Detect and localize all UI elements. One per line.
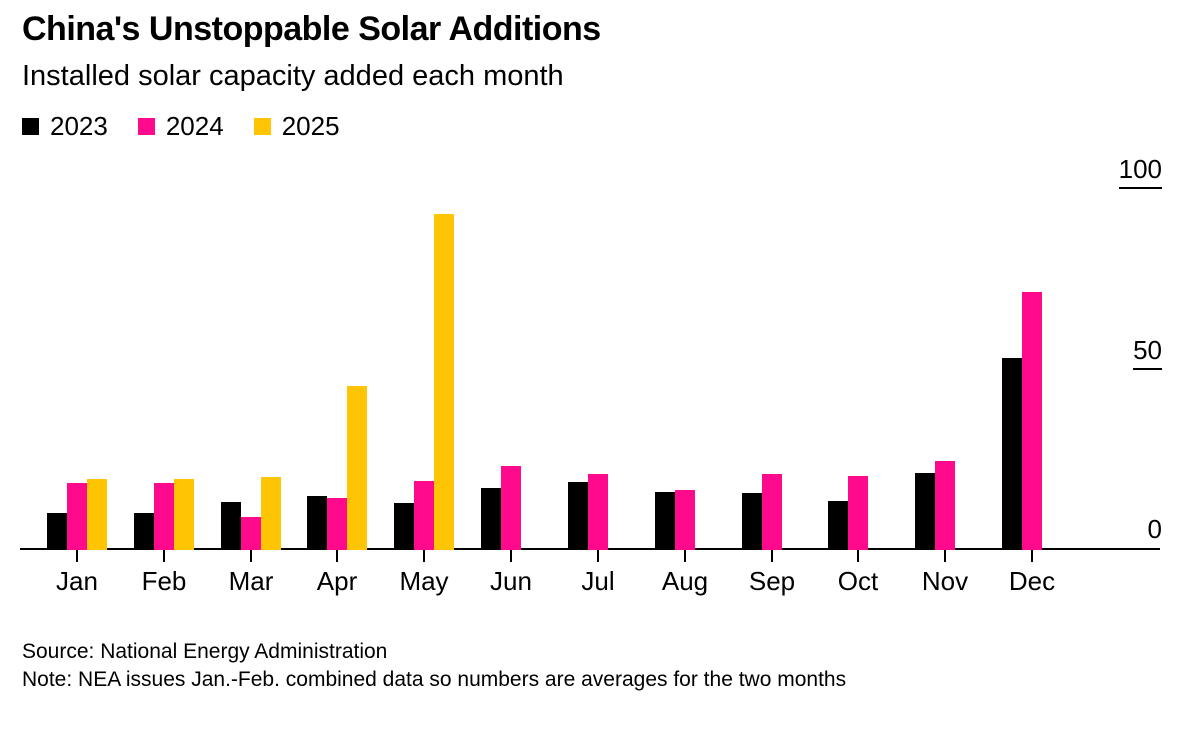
x-label-feb: Feb [141, 566, 187, 596]
bar-2025-mar [261, 477, 281, 550]
bar-2024-aug [675, 490, 695, 550]
legend-item-2025: 2025 [253, 111, 340, 142]
x-tick-nov [944, 550, 946, 562]
legend-swatch-2024 [137, 118, 155, 135]
x-tick-jul [597, 550, 599, 562]
bar-2025-jan [87, 479, 107, 550]
y-axis-tick-100: 100 [1118, 156, 1162, 189]
y-axis-label-50: 50 [1133, 337, 1162, 370]
chart-legend: 2023 2024 2025 [22, 111, 340, 142]
x-label-jul: Jul [581, 566, 615, 596]
bar-2023-sep [742, 493, 762, 550]
legend-swatch-2025 [253, 118, 271, 135]
bar-2023-may [394, 503, 414, 550]
chart-title: China's Unstoppable Solar Additions [22, 10, 601, 48]
x-tick-feb [163, 550, 165, 562]
x-tick-apr [336, 550, 338, 562]
legend-label-2024: 2024 [165, 111, 224, 141]
source-text: Source: National Energy Administration [22, 640, 388, 663]
bar-2023-nov [915, 473, 935, 550]
x-tick-aug [684, 550, 686, 562]
note-text: Note: NEA issues Jan.-Feb. combined data… [22, 668, 847, 691]
bar-2023-aug [655, 492, 675, 550]
bar-2025-apr [347, 386, 367, 550]
bar-2023-jul [568, 482, 588, 550]
x-label-apr: Apr [316, 566, 358, 596]
y-axis-label-100: 100 [1118, 156, 1162, 189]
bar-2024-may [414, 481, 434, 550]
bar-2024-oct [848, 476, 868, 550]
legend-label-2025: 2025 [281, 111, 340, 141]
x-tick-may [423, 550, 425, 562]
bar-2024-jun [501, 466, 521, 550]
y-axis-tick-50: 50 [1133, 337, 1162, 370]
x-tick-mar [250, 550, 252, 562]
y-axis-label-0: 0 [1148, 516, 1162, 542]
legend-item-2023: 2023 [22, 111, 108, 142]
x-label-aug: Aug [661, 566, 709, 596]
legend-swatch-2023 [22, 118, 39, 135]
x-label-oct: Oct [837, 566, 879, 596]
x-label-sep: Sep [748, 566, 796, 596]
legend-label-2023: 2023 [50, 111, 108, 141]
bar-2025-may [434, 214, 454, 550]
bar-2024-sep [762, 474, 782, 550]
x-label-dec: Dec [1008, 566, 1056, 596]
x-label-mar: Mar [228, 566, 274, 596]
x-tick-jun [510, 550, 512, 562]
y-axis-tick-0: 0 [1147, 514, 1162, 544]
bar-2023-feb [134, 513, 154, 550]
x-label-nov: Nov [921, 566, 969, 596]
bar-2024-nov [935, 461, 955, 550]
x-tick-jan [76, 550, 78, 562]
x-label-may: May [399, 566, 449, 596]
x-tick-sep [771, 550, 773, 562]
x-label-jun: Jun [490, 566, 532, 596]
bar-2023-jun [481, 488, 501, 550]
bar-2024-jul [588, 474, 608, 550]
bar-2023-apr [307, 496, 327, 550]
bar-2024-mar [241, 517, 261, 550]
chart-subtitle: Installed solar capacity added each mont… [22, 60, 564, 92]
x-label-jan: Jan [56, 566, 98, 596]
bar-2024-dec [1022, 292, 1042, 550]
bar-2024-feb [154, 483, 174, 550]
bar-2023-oct [828, 501, 848, 550]
legend-item-2024: 2024 [137, 111, 224, 142]
bar-2024-apr [327, 498, 347, 550]
x-tick-oct [857, 550, 859, 562]
bar-2023-dec [1002, 358, 1022, 550]
bar-2023-mar [221, 502, 241, 550]
bar-2023-jan [47, 513, 67, 550]
bar-2024-jan [67, 483, 87, 550]
bar-2025-feb [174, 479, 194, 550]
x-tick-dec [1031, 550, 1033, 562]
